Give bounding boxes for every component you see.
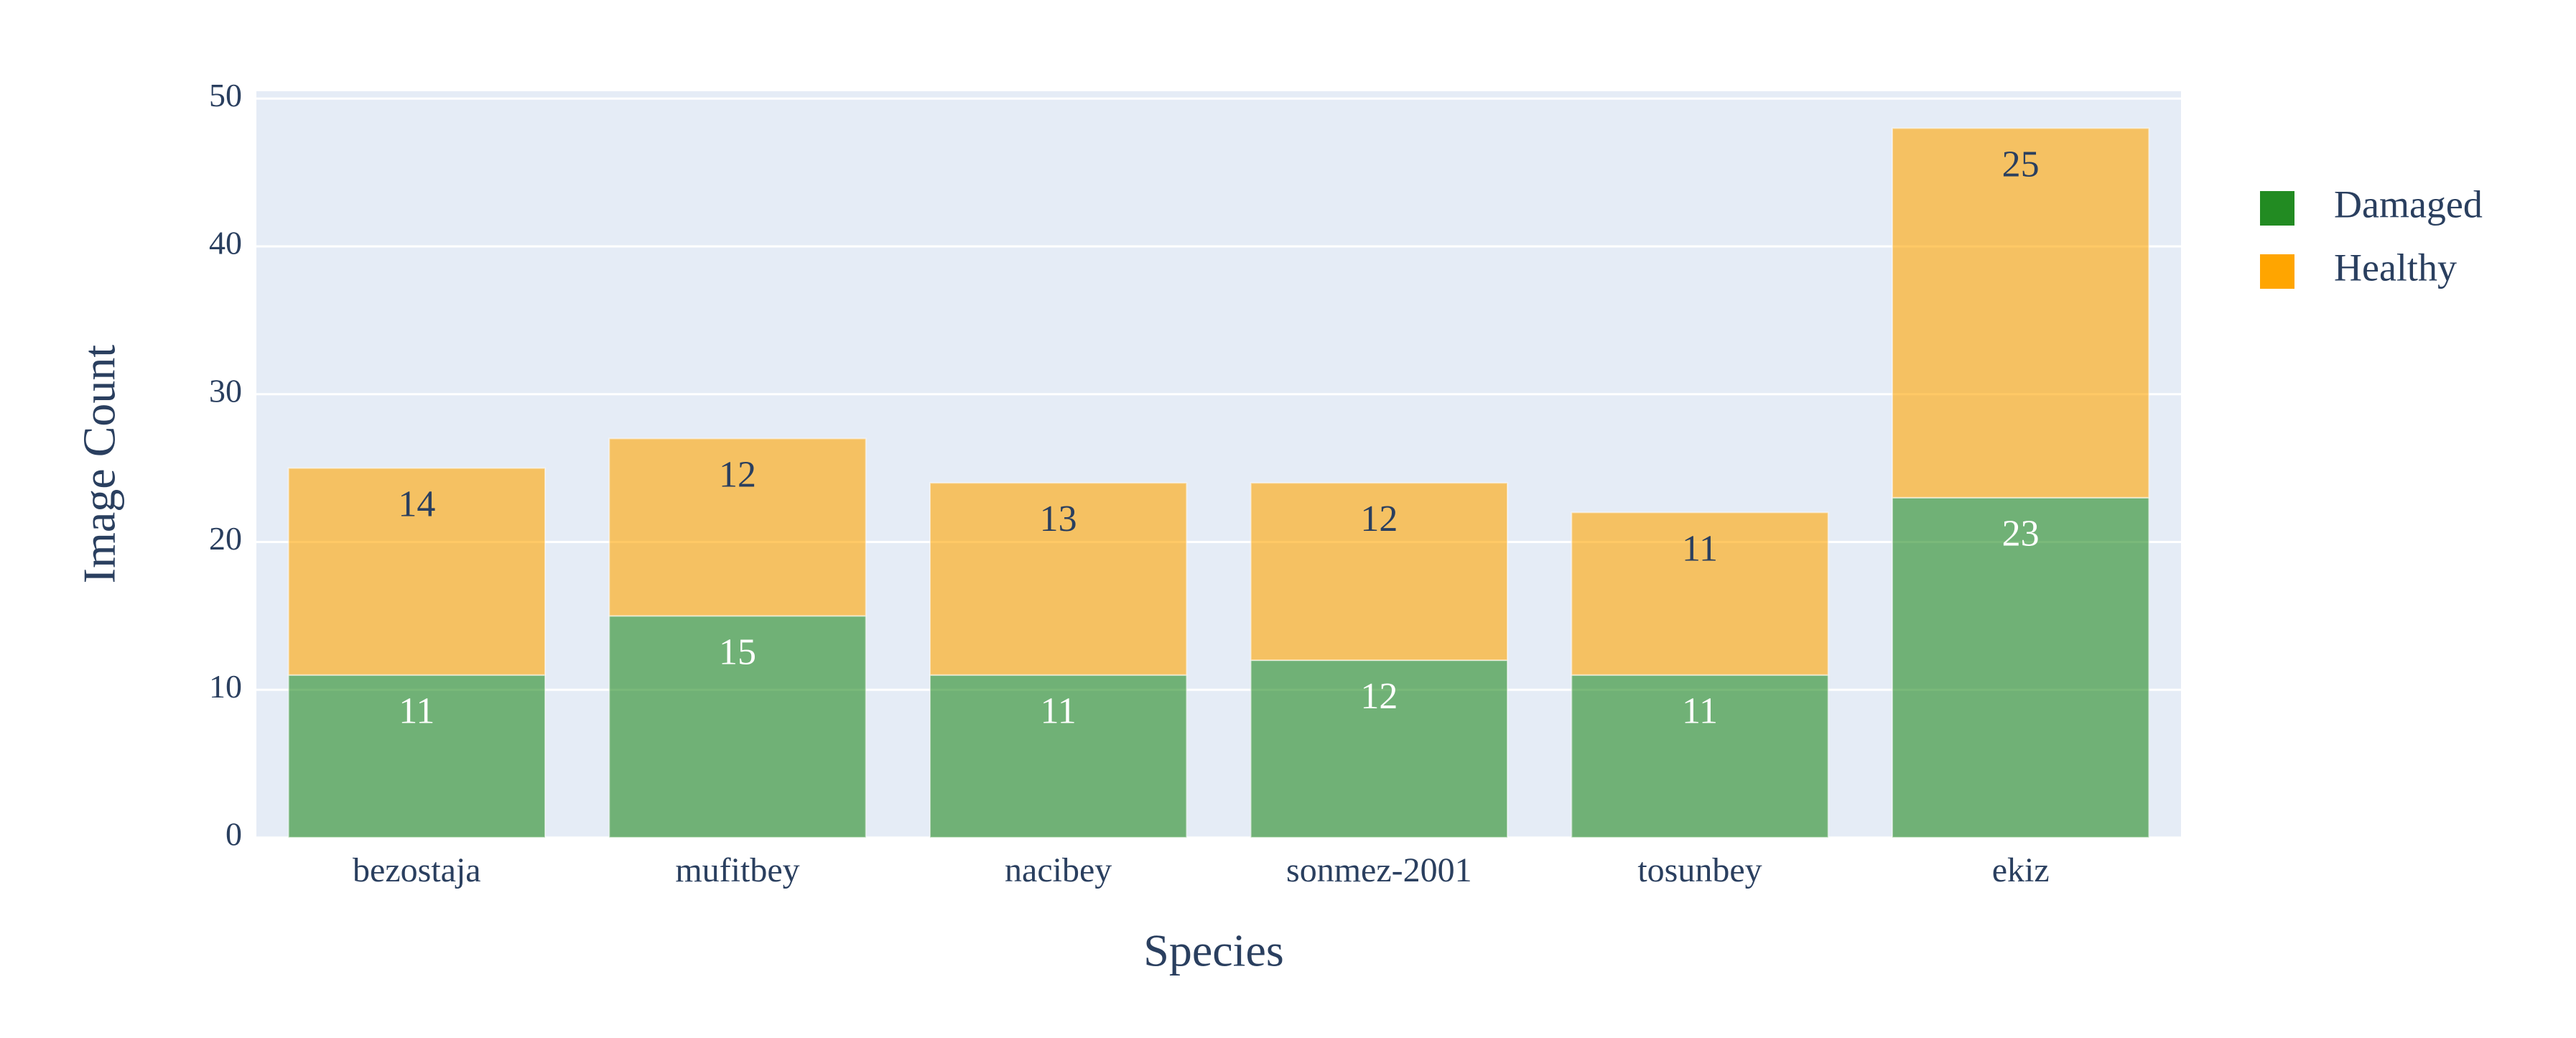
bar-segment — [608, 615, 867, 838]
data-label: 14 — [398, 484, 435, 525]
bar-segment — [287, 674, 546, 838]
x-tick-label: mufitbey — [675, 851, 799, 889]
data-label: 25 — [2002, 144, 2040, 185]
legend-label: Healthy — [2334, 246, 2457, 289]
legend-swatch — [2260, 191, 2294, 226]
bar-segment — [1571, 511, 1829, 676]
x-tick-label: tosunbey — [1637, 851, 1762, 889]
y-tick-label: 30 — [209, 372, 242, 409]
x-axis-title: Species — [1143, 925, 1284, 976]
bar-segment — [287, 467, 546, 676]
plot-background — [256, 91, 2181, 838]
y-tick-label: 10 — [209, 668, 242, 705]
bar-segment — [1892, 127, 2150, 499]
bar-segment — [608, 437, 867, 617]
bar-segment — [1571, 674, 1829, 838]
data-label: 11 — [1041, 691, 1077, 732]
x-tick-label: nacibey — [1005, 851, 1112, 889]
bar-segment — [1250, 482, 1508, 662]
data-label: 12 — [1360, 499, 1398, 539]
y-tick-label: 0 — [225, 816, 242, 853]
legend-label: Damaged — [2334, 182, 2483, 226]
data-label: 23 — [2002, 514, 2040, 555]
data-label: 12 — [719, 454, 756, 495]
data-label: 13 — [1040, 499, 1077, 539]
y-tick-label: 20 — [209, 520, 242, 557]
x-tick-label: ekiz — [1992, 851, 2050, 889]
y-axis-title: Image Count — [74, 345, 125, 584]
y-tick-label: 40 — [209, 225, 242, 261]
bar-segment — [929, 482, 1188, 676]
bar-segment — [1250, 659, 1508, 838]
data-label: 15 — [719, 631, 756, 672]
bar-segment — [929, 674, 1188, 838]
y-tick-label: 50 — [209, 77, 242, 113]
legend-swatch — [2260, 254, 2294, 289]
x-tick-label: sonmez-2001 — [1286, 851, 1472, 889]
data-label: 11 — [1682, 691, 1718, 732]
data-label: 12 — [1360, 676, 1398, 717]
bar-segment — [1892, 496, 2150, 838]
data-label: 11 — [1682, 528, 1718, 569]
x-tick-label: bezostaja — [353, 851, 481, 889]
data-label: 11 — [399, 691, 434, 732]
